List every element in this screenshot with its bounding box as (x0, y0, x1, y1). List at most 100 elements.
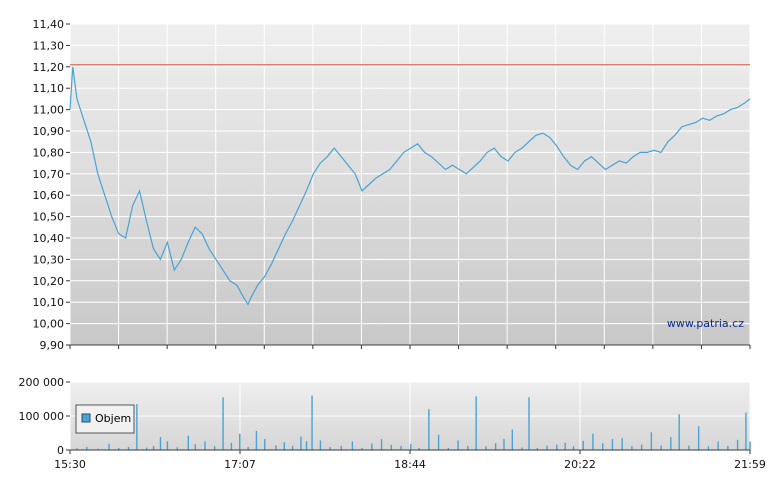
volume-bar (727, 445, 729, 450)
price-y-tick-label: 11,40 (33, 18, 65, 31)
volume-y-axis-ticks: 200 000 100 000 0 (19, 376, 70, 457)
price-y-tick-label: 10,20 (33, 275, 65, 288)
volume-bar (230, 442, 233, 450)
volume-bar (640, 444, 643, 450)
legend-swatch (81, 413, 91, 423)
volume-bar (340, 445, 342, 450)
volume-bar (329, 446, 331, 450)
price-y-tick-label: 10,40 (33, 232, 65, 245)
volume-bar (283, 442, 285, 450)
volume-bar (187, 435, 189, 450)
volume-bar (311, 395, 313, 450)
x-tick-label: 17:07 (224, 458, 256, 471)
price-y-tick-label: 9,90 (40, 339, 65, 352)
volume-bar (475, 396, 477, 450)
volume-bar (247, 446, 249, 450)
volume-bar (485, 446, 487, 450)
volume-bar (521, 447, 523, 450)
volume-bar (127, 446, 130, 450)
volume-bar (745, 412, 747, 450)
volume-bar (136, 404, 138, 450)
price-y-tick-label: 10,60 (33, 189, 65, 202)
price-line (69, 66, 751, 306)
volume-bars (76, 395, 751, 450)
volume-bar (611, 439, 614, 450)
volume-bar (305, 441, 308, 450)
volume-bar (390, 444, 393, 450)
price-x-axis-ticks (69, 345, 751, 349)
volume-bar (503, 438, 505, 450)
volume-x-axis-ticks: 15:30 17:07 18:44 20:22 21:59 (54, 450, 766, 471)
volume-bar (749, 441, 751, 450)
volume-y-tick-label: 200 000 (19, 376, 65, 389)
volume-y-tick-label: 0 (57, 444, 64, 457)
volume-bar (688, 445, 690, 450)
price-y-tick-label: 10,80 (33, 146, 65, 159)
volume-bar (418, 447, 420, 450)
volume-bar (371, 443, 373, 450)
volume-bar (494, 443, 497, 450)
price-y-tick-label: 10,00 (33, 318, 65, 331)
volume-bar (457, 440, 459, 450)
volume-y-tick-label: 100 000 (19, 410, 65, 423)
x-tick-label: 20:22 (564, 458, 596, 471)
volume-bar (166, 441, 169, 450)
volume-bar (97, 448, 99, 450)
x-tick-label: 15:30 (54, 458, 86, 471)
volume-bar (631, 446, 633, 450)
price-y-tick-label: 10,50 (33, 211, 65, 224)
volume-bar (275, 445, 277, 450)
volume-bar (447, 447, 450, 450)
volume-bar (650, 432, 653, 450)
price-y-tick-label: 11,20 (33, 61, 65, 74)
volume-bar (152, 445, 155, 450)
volume-bar (351, 441, 354, 450)
volume-bar (108, 443, 110, 450)
volume-bar (678, 414, 680, 450)
volume-bar (214, 446, 216, 450)
volume-bar (697, 426, 700, 450)
volume-bar (528, 397, 530, 450)
volume-bar (194, 444, 196, 450)
price-y-tick-label: 11,30 (33, 39, 65, 52)
volume-bar (255, 430, 258, 450)
volume-legend: Objem (75, 404, 135, 434)
volume-bar (564, 442, 566, 450)
volume-bar (239, 433, 241, 450)
volume-bar (118, 447, 120, 450)
price-y-tick-label: 10,90 (33, 125, 65, 138)
volume-bar (736, 439, 739, 450)
price-gridlines (69, 23, 751, 346)
volume-bar (572, 446, 575, 450)
volume-bar (159, 437, 162, 450)
volume-bar (222, 397, 224, 450)
volume-bar (300, 436, 302, 450)
volume-bar (660, 445, 662, 450)
price-y-tick-label: 10,10 (33, 296, 65, 309)
volume-bar (707, 446, 710, 450)
volume-bar (536, 447, 539, 450)
volume-bar (428, 409, 430, 450)
price-y-tick-label: 10,30 (33, 253, 65, 266)
volume-bar (204, 441, 206, 450)
price-y-axis-ticks: 11,40 11,30 11,20 11,10 11,00 10,90 10,80 10,70… (33, 18, 70, 352)
volume-bar (76, 448, 78, 450)
legend-label: Objem (95, 412, 131, 425)
volume-bar (264, 439, 266, 450)
volume-bar (291, 445, 294, 450)
volume-bar (86, 446, 88, 450)
volume-bar (511, 429, 514, 450)
volume-bar (176, 447, 178, 450)
volume-bar (400, 445, 402, 450)
volume-bar (717, 441, 719, 450)
volume-bar (145, 447, 148, 450)
volume-bar (361, 447, 363, 450)
volume-bar (670, 437, 672, 450)
x-tick-label: 21:59 (734, 458, 766, 471)
volume-bar (582, 440, 584, 450)
price-y-tick-label: 11,00 (33, 104, 65, 117)
watermark-text: www.patria.cz (667, 317, 744, 330)
x-tick-label: 18:44 (394, 458, 426, 471)
